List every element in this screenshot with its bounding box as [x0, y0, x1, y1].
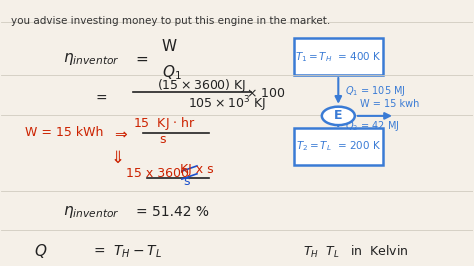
Text: =  $T_H - T_L$: = $T_H - T_L$	[93, 243, 162, 260]
Text: W = 15 kwh: W = 15 kwh	[359, 99, 419, 109]
Text: = 51.42 %: = 51.42 %	[136, 205, 209, 219]
Text: $105 \times 10^{3}$ KJ: $105 \times 10^{3}$ KJ	[188, 94, 265, 114]
Text: $(15 \times 3600)$ KJ: $(15 \times 3600)$ KJ	[157, 77, 246, 94]
Text: 15 x 3600: 15 x 3600	[126, 167, 189, 180]
Text: W = 15 kWh: W = 15 kWh	[25, 127, 103, 139]
Text: 15  KJ $\cdot$ hr: 15 KJ $\cdot$ hr	[133, 115, 196, 132]
Text: $T_2 = T_L$  = 200 K: $T_2 = T_L$ = 200 K	[296, 139, 381, 153]
Text: $\eta_{inventor}$: $\eta_{inventor}$	[63, 204, 119, 220]
FancyBboxPatch shape	[293, 38, 383, 75]
Text: you advise investing money to put this engine in the market.: you advise investing money to put this e…	[11, 16, 330, 26]
Text: $Q_1$: $Q_1$	[162, 63, 182, 82]
Text: $\Downarrow$: $\Downarrow$	[108, 149, 123, 167]
Text: s: s	[159, 133, 166, 146]
Text: $\Rightarrow$: $\Rightarrow$	[112, 126, 129, 140]
Text: $\times$ 100: $\times$ 100	[246, 87, 286, 100]
Text: s: s	[183, 175, 189, 188]
Text: KJ x s: KJ x s	[181, 163, 214, 176]
Text: E: E	[334, 109, 343, 122]
Text: $Q_2$ = 42 MJ: $Q_2$ = 42 MJ	[346, 119, 400, 134]
Text: =: =	[96, 92, 107, 106]
Text: $\eta_{inventor}$: $\eta_{inventor}$	[63, 51, 119, 67]
Text: $T_H$  $T_L$   in  Kelvin: $T_H$ $T_L$ in Kelvin	[303, 243, 409, 260]
Text: =: =	[136, 52, 148, 67]
Text: $Q_1$ = 105 MJ: $Q_1$ = 105 MJ	[346, 84, 406, 98]
Text: $Q$: $Q$	[35, 242, 48, 260]
FancyBboxPatch shape	[293, 128, 383, 165]
Circle shape	[322, 107, 355, 125]
Text: W: W	[162, 39, 177, 54]
Text: $T_1 = T_H$  = 400 K: $T_1 = T_H$ = 400 K	[295, 50, 382, 64]
